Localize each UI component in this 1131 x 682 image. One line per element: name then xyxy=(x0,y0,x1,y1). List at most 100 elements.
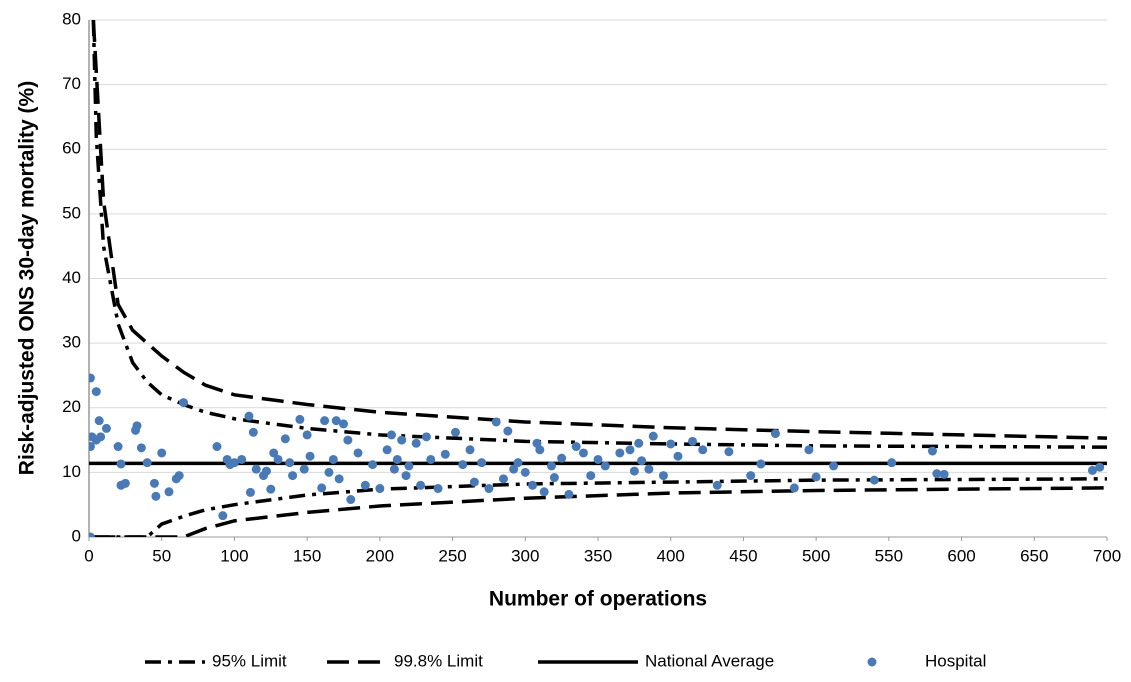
x-tick-label: 0 xyxy=(84,546,93,565)
x-tick-label: 700 xyxy=(1093,546,1121,565)
hospital-point xyxy=(578,448,588,458)
x-tick-label: 200 xyxy=(366,546,394,565)
hospital-point xyxy=(1095,462,1105,472)
hospital-point xyxy=(615,448,625,458)
x-tick-label: 650 xyxy=(1020,546,1048,565)
hospital-point xyxy=(334,474,344,484)
hospital-point xyxy=(469,477,479,487)
x-tick-label: 300 xyxy=(511,546,539,565)
legend-label: 99.8% Limit xyxy=(394,651,483,670)
hospital-point xyxy=(465,445,475,455)
y-tick-label: 30 xyxy=(62,333,81,352)
hospital-point xyxy=(450,427,460,437)
x-tick-label: 450 xyxy=(729,546,757,565)
hospital-point xyxy=(397,435,407,445)
hospital-point xyxy=(673,451,683,461)
hospital-point xyxy=(149,478,159,488)
hospital-point xyxy=(887,458,897,468)
hospital-point xyxy=(932,469,942,479)
legend-marker xyxy=(867,657,877,667)
hospital-point xyxy=(343,435,353,445)
hospital-point xyxy=(164,487,174,497)
hospital-point xyxy=(746,471,756,481)
hospital-point xyxy=(218,511,228,521)
y-axis-title: Risk-adjusted ONS 30-day mortality (%) xyxy=(16,81,39,475)
limit-line xyxy=(91,20,1107,449)
hospital-point xyxy=(520,467,530,477)
hospital-point xyxy=(151,491,161,501)
hospital-point xyxy=(101,423,111,433)
y-tick-label: 50 xyxy=(62,203,81,222)
hospital-point xyxy=(509,464,519,474)
hospital-point xyxy=(136,443,146,453)
hospital-point xyxy=(869,475,879,485)
hospital-point xyxy=(179,398,189,408)
x-tick-label: 600 xyxy=(947,546,975,565)
hospital-point xyxy=(712,480,722,490)
legend-label: National Average xyxy=(645,651,774,670)
hospital-point xyxy=(339,419,348,429)
hospital-point xyxy=(89,532,95,537)
hospital-point xyxy=(440,449,450,459)
hospital-point xyxy=(557,453,567,463)
hospital-point xyxy=(1087,465,1097,475)
hospital-point xyxy=(324,467,334,477)
hospital-point xyxy=(549,473,559,483)
hospital-point xyxy=(91,387,101,397)
hospital-point xyxy=(658,471,668,481)
hospital-point xyxy=(302,430,312,440)
hospital-point xyxy=(756,459,766,469)
y-tick-label: 60 xyxy=(62,139,81,158)
hospital-point xyxy=(401,471,411,481)
hospital-point xyxy=(927,446,937,456)
y-tick-label: 20 xyxy=(62,397,81,416)
y-tick-label: 40 xyxy=(62,268,81,287)
hospital-point xyxy=(266,484,276,494)
hospital-point xyxy=(116,459,126,469)
hospital-point xyxy=(724,447,734,457)
hospital-point xyxy=(829,461,839,471)
hospital-point xyxy=(404,461,414,471)
hospital-point xyxy=(212,442,222,452)
hospital-point xyxy=(375,484,385,494)
hospital-point xyxy=(113,442,123,452)
hospital-point xyxy=(770,429,780,439)
hospital-point xyxy=(245,487,255,497)
x-tick-label: 550 xyxy=(875,546,903,565)
y-tick-label: 0 xyxy=(72,526,81,545)
hospital-point xyxy=(484,484,494,494)
hospital-point xyxy=(251,464,261,474)
hospital-point xyxy=(280,434,290,444)
y-tick-label: 10 xyxy=(62,462,81,481)
hospital-point xyxy=(368,460,378,470)
hospital-point xyxy=(513,458,523,468)
y-tick-label: 70 xyxy=(62,74,81,93)
hospital-point xyxy=(811,472,821,482)
hospital-point xyxy=(229,458,239,468)
hospital-point xyxy=(96,432,106,442)
hospital-point xyxy=(285,458,295,468)
hospital-point xyxy=(634,438,644,448)
hospital-point xyxy=(458,460,468,470)
hospital-point xyxy=(320,416,330,426)
hospital-point xyxy=(546,461,556,471)
hospital-point xyxy=(248,427,258,437)
limit-line xyxy=(93,486,1107,537)
hospital-point xyxy=(571,442,581,452)
x-tick-label: 350 xyxy=(584,546,612,565)
hospital-point xyxy=(698,445,708,455)
hospital-point xyxy=(295,414,305,424)
x-tick-label: 100 xyxy=(220,546,248,565)
hospital-point xyxy=(305,451,315,461)
limit-line xyxy=(91,20,1107,440)
hospital-point xyxy=(142,458,152,468)
hospital-point xyxy=(237,454,247,464)
hospital-point xyxy=(120,478,130,488)
hospital-point xyxy=(477,458,487,468)
hospital-point xyxy=(666,439,676,449)
hospital-point xyxy=(564,489,574,499)
hospital-point xyxy=(637,456,647,466)
hospital-point xyxy=(539,487,549,497)
hospital-point xyxy=(421,432,431,442)
